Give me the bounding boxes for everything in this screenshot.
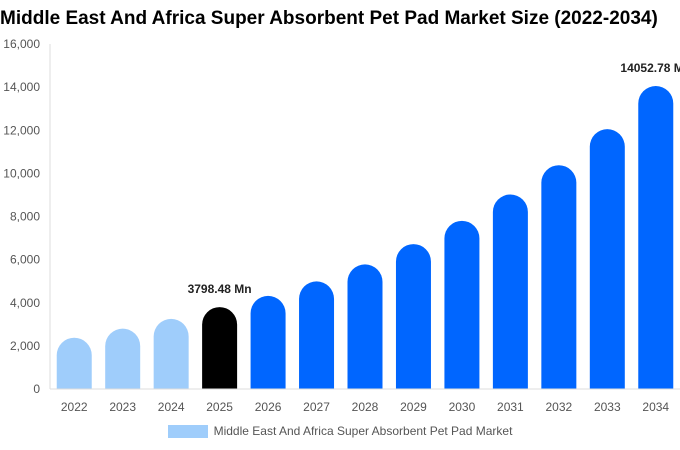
bar-2033 [589, 129, 625, 389]
legend-swatch [167, 424, 208, 438]
x-tick-label: 2031 [497, 400, 524, 414]
bar-2025 [202, 307, 238, 389]
bar-2032 [541, 165, 577, 389]
bar-2023 [105, 328, 141, 389]
x-tick-label: 2026 [255, 400, 282, 414]
bar-2024 [153, 318, 189, 389]
y-axis: 0 2,000 4,000 6,000 8,000 10,000 12,000 14,000 1… [3, 37, 51, 396]
x-tick-label: 2025 [206, 400, 233, 414]
legend-label: Middle East And Africa Super Absorbent P… [213, 424, 513, 438]
y-tick-label: 6,000 [10, 253, 40, 267]
bar-2034 [638, 85, 674, 389]
bar-2027 [299, 281, 335, 389]
legend: Middle East And Africa Super Absorbent P… [0, 424, 680, 438]
y-tick-label: 4,000 [10, 296, 40, 310]
data-labels: 3798.48 Mn 14052.78 Mn [188, 61, 680, 296]
x-tick-label: 2033 [594, 400, 621, 414]
x-tick-label: 2032 [545, 400, 572, 414]
x-tick-label: 2023 [109, 400, 136, 414]
y-tick-label: 14,000 [3, 80, 40, 94]
x-tick-label: 2034 [642, 400, 669, 414]
y-tick-label: 10,000 [3, 166, 40, 180]
x-tick-label: 2024 [158, 400, 185, 414]
y-tick-label: 0 [33, 382, 40, 396]
x-tick-label: 2027 [303, 400, 330, 414]
bar-2031 [492, 194, 528, 389]
x-tick-label: 2028 [352, 400, 379, 414]
y-tick-label: 2,000 [10, 339, 40, 353]
data-label-2025: 3798.48 Mn [188, 282, 252, 296]
bar-2026 [250, 295, 286, 389]
data-label-2034: 14052.78 Mn [620, 61, 680, 75]
bar-2022 [56, 337, 92, 389]
x-tick-label: 2022 [61, 400, 88, 414]
y-tick-label: 16,000 [3, 37, 40, 51]
y-tick-label: 8,000 [10, 210, 40, 224]
bar-2030 [444, 220, 480, 389]
x-axis: 2022 2023 2024 2025 2026 2027 2028 2029 2030 2031… [50, 388, 680, 414]
bars [56, 85, 674, 389]
x-tick-label: 2029 [400, 400, 427, 414]
chart-title: Middle East And Africa Super Absorbent P… [0, 8, 658, 29]
bar-2028 [347, 264, 383, 389]
y-tick-label: 12,000 [3, 123, 40, 137]
x-tick-label: 2030 [449, 400, 476, 414]
bar-2029 [395, 244, 431, 389]
